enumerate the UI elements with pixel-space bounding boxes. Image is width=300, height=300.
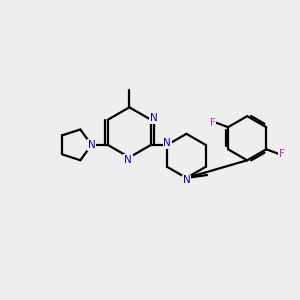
Text: N: N bbox=[88, 140, 95, 150]
Text: F: F bbox=[210, 118, 216, 128]
Text: N: N bbox=[124, 155, 132, 165]
Text: N: N bbox=[164, 138, 171, 148]
Text: F: F bbox=[279, 149, 284, 159]
Text: N: N bbox=[149, 113, 157, 123]
Text: N: N bbox=[182, 175, 190, 185]
